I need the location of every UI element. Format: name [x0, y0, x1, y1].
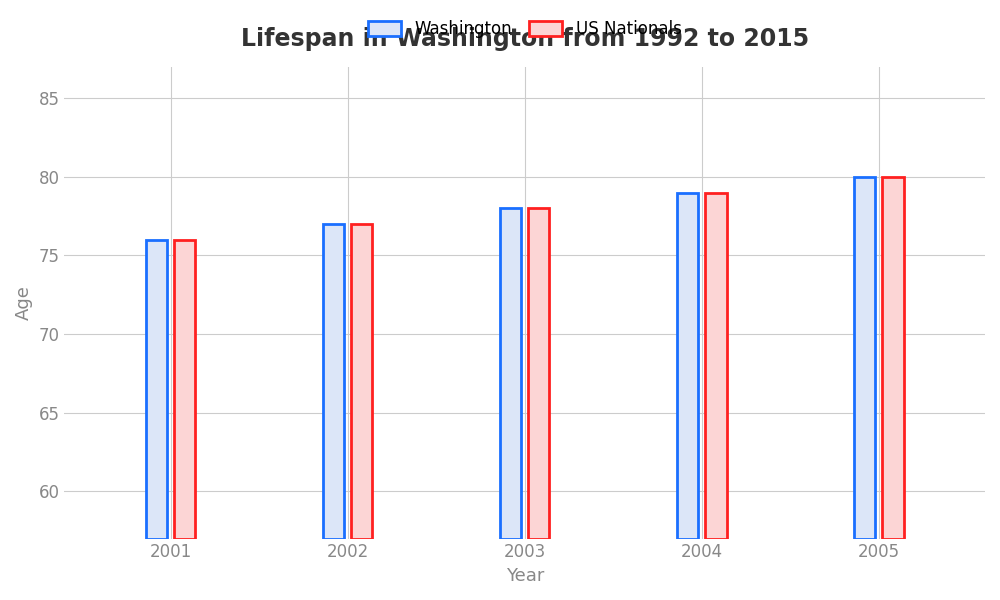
Y-axis label: Age: Age [15, 285, 33, 320]
Legend: Washington, US Nationals: Washington, US Nationals [361, 14, 688, 45]
Bar [705, 193, 727, 539]
Bar [323, 224, 344, 539]
Bar [854, 177, 875, 539]
Bar [174, 240, 195, 539]
Bar [351, 224, 372, 539]
Bar [528, 208, 549, 539]
Bar [146, 240, 167, 539]
X-axis label: Year: Year [506, 567, 544, 585]
Bar [500, 208, 521, 539]
Bar [882, 177, 904, 539]
Title: Lifespan in Washington from 1992 to 2015: Lifespan in Washington from 1992 to 2015 [241, 27, 809, 51]
Bar [677, 193, 698, 539]
